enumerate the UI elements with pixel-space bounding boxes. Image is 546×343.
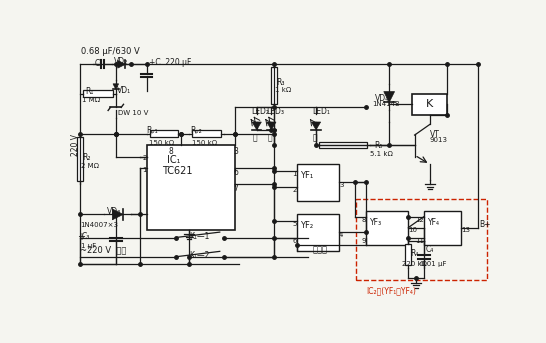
Bar xyxy=(150,130,178,137)
Text: C₃: C₃ xyxy=(81,232,90,241)
Bar xyxy=(192,130,221,137)
Text: VT: VT xyxy=(430,130,440,139)
Polygon shape xyxy=(113,84,118,90)
Bar xyxy=(147,145,235,230)
Text: 2 MΩ: 2 MΩ xyxy=(81,163,99,169)
Bar xyxy=(319,142,367,148)
Text: Rₚ₁: Rₚ₁ xyxy=(147,126,158,135)
Polygon shape xyxy=(311,122,321,130)
Text: R₂: R₂ xyxy=(82,153,91,162)
Text: ~220 V  输入: ~220 V 输入 xyxy=(80,245,126,254)
Text: VD₄: VD₄ xyxy=(375,94,389,103)
Text: VD₂: VD₂ xyxy=(114,57,128,66)
Text: 9: 9 xyxy=(361,237,366,244)
Bar xyxy=(356,199,487,280)
Text: LED₃: LED₃ xyxy=(266,107,284,116)
Text: R₄: R₄ xyxy=(410,249,418,258)
Text: 0.68 μF/630 V: 0.68 μF/630 V xyxy=(81,47,140,56)
Bar xyxy=(297,214,339,251)
Text: 5: 5 xyxy=(293,221,297,227)
Text: 150 kΩ: 150 kΩ xyxy=(149,140,174,146)
Text: K: K xyxy=(425,99,433,109)
Bar xyxy=(82,91,112,97)
Bar xyxy=(366,211,408,245)
Text: 8: 8 xyxy=(168,147,173,156)
Text: YF₂: YF₂ xyxy=(300,222,313,230)
Text: 5.1 kΩ: 5.1 kΩ xyxy=(370,151,393,156)
Text: 接负载: 接负载 xyxy=(312,245,327,254)
Text: LED₁: LED₁ xyxy=(312,107,330,116)
Text: 绿: 绿 xyxy=(313,133,318,143)
Text: 0.01 μF: 0.01 μF xyxy=(420,261,447,267)
Bar xyxy=(271,67,277,104)
Text: C₄: C₄ xyxy=(425,245,434,254)
Text: K₁—2: K₁—2 xyxy=(189,251,209,260)
Text: 1 μF: 1 μF xyxy=(81,243,97,249)
Text: 7: 7 xyxy=(234,184,239,193)
Text: Rₚ₂: Rₚ₂ xyxy=(191,126,202,135)
Text: YF₃: YF₃ xyxy=(370,217,382,227)
Polygon shape xyxy=(112,209,123,220)
Polygon shape xyxy=(252,122,262,130)
Text: 220 V: 220 V xyxy=(72,133,80,156)
Text: 9013: 9013 xyxy=(429,138,447,143)
Polygon shape xyxy=(267,122,276,130)
Text: B+: B+ xyxy=(479,220,491,229)
Text: 150 kΩ: 150 kΩ xyxy=(192,140,217,146)
Text: IC₁: IC₁ xyxy=(167,155,180,165)
Polygon shape xyxy=(384,92,395,102)
Text: R₃: R₃ xyxy=(276,78,284,87)
Text: 8: 8 xyxy=(361,217,366,223)
Text: YF₁: YF₁ xyxy=(300,172,313,180)
Text: R₁: R₁ xyxy=(85,87,93,96)
Text: 11: 11 xyxy=(415,237,424,244)
Text: 4: 4 xyxy=(339,232,343,238)
Text: IC₂：(YF₁～YF₄): IC₂：(YF₁～YF₄) xyxy=(366,286,416,295)
Text: VD₁: VD₁ xyxy=(117,86,132,95)
Text: R₅: R₅ xyxy=(374,141,382,150)
Text: TC621: TC621 xyxy=(162,166,193,176)
Text: 1: 1 xyxy=(292,170,297,177)
Text: +C  220 μF: +C 220 μF xyxy=(149,58,191,67)
Text: VD₃: VD₃ xyxy=(106,207,121,216)
Bar xyxy=(412,94,447,115)
Text: 红: 红 xyxy=(253,133,258,143)
Text: 1: 1 xyxy=(142,167,147,173)
Text: C₁: C₁ xyxy=(94,59,103,68)
Text: K₁—1: K₁—1 xyxy=(189,232,209,241)
Text: 3: 3 xyxy=(339,182,343,188)
Text: LED₂: LED₂ xyxy=(251,107,269,116)
Text: 2: 2 xyxy=(293,188,297,193)
Bar xyxy=(405,245,412,265)
Text: 3: 3 xyxy=(234,147,239,156)
Text: 220 kΩ: 220 kΩ xyxy=(402,261,428,267)
Text: 1N4148: 1N4148 xyxy=(372,101,400,107)
Text: 12: 12 xyxy=(415,217,424,223)
Text: +: + xyxy=(76,232,85,242)
Text: 10: 10 xyxy=(408,227,417,234)
Text: 1N4007×3: 1N4007×3 xyxy=(80,222,118,228)
Text: DW 10 V: DW 10 V xyxy=(118,110,149,117)
Text: 6: 6 xyxy=(234,168,239,177)
Bar xyxy=(76,137,82,180)
Bar xyxy=(424,211,461,245)
Polygon shape xyxy=(118,60,126,68)
Text: 2: 2 xyxy=(143,155,147,161)
Text: 1 MΩ: 1 MΩ xyxy=(82,97,100,103)
Text: YF₄: YF₄ xyxy=(428,217,440,227)
Text: 1 kΩ: 1 kΩ xyxy=(275,87,292,93)
Text: 13: 13 xyxy=(461,227,470,234)
Text: 6: 6 xyxy=(292,237,297,244)
Text: 黄: 黄 xyxy=(268,133,272,143)
Bar xyxy=(297,164,339,201)
